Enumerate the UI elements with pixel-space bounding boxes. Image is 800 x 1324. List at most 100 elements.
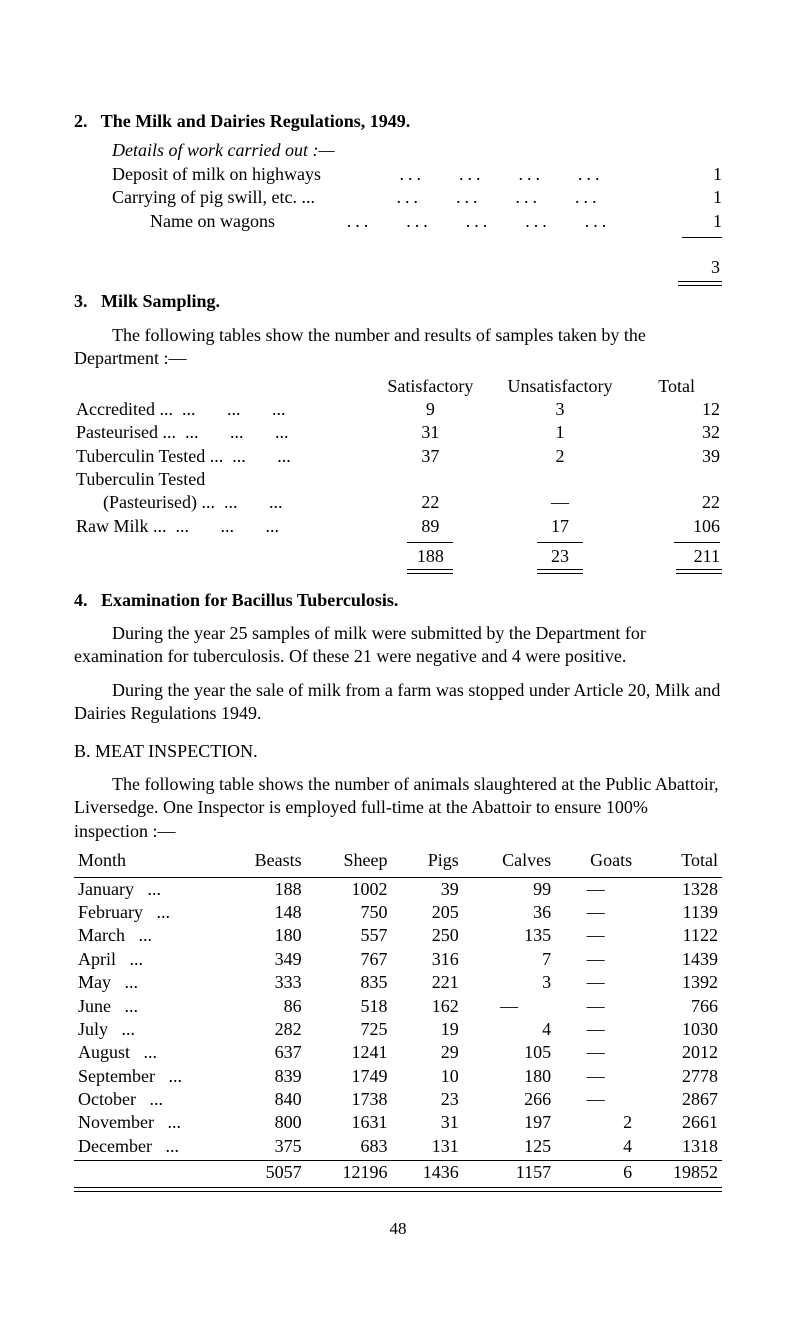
- cell: 3: [489, 398, 632, 421]
- table-row: Raw Milk ...8917106: [74, 515, 722, 538]
- cell: 7: [463, 948, 555, 971]
- cell: 205: [392, 901, 463, 924]
- cell: 2: [489, 445, 632, 468]
- cell: 557: [306, 924, 392, 947]
- total-cell: 6: [555, 1161, 636, 1185]
- cell: 750: [306, 901, 392, 924]
- total-cell: 1436: [392, 1161, 463, 1185]
- double-rule: [678, 281, 722, 286]
- cell: 131: [392, 1135, 463, 1158]
- table-row: March ...180557250135—1122: [74, 924, 722, 947]
- cell: 29: [392, 1041, 463, 1064]
- cell: 106: [631, 515, 722, 538]
- cell: 316: [392, 948, 463, 971]
- section-2-number: 2.: [74, 111, 88, 131]
- col-total: Total: [631, 375, 722, 398]
- cell: 1002: [306, 877, 392, 901]
- work-row: Carrying of pig swill, etc. ... ... ... …: [112, 186, 722, 209]
- details-heading: Details of work carried out :—: [112, 139, 722, 162]
- cell: 800: [217, 1111, 306, 1134]
- cell: 840: [217, 1088, 306, 1111]
- cell: 1749: [306, 1065, 392, 1088]
- total-cell: 5057: [217, 1161, 306, 1185]
- col-calves: Calves: [463, 849, 555, 874]
- cell: 1328: [636, 877, 722, 901]
- cell: —: [555, 1065, 636, 1088]
- cell: 1439: [636, 948, 722, 971]
- table-row: February ...14875020536—1139: [74, 901, 722, 924]
- section-2-title: The Milk and Dairies Regulations, 1949.: [101, 111, 411, 131]
- row-label: (Pasteurised) ...: [74, 491, 372, 514]
- cell: 221: [392, 971, 463, 994]
- cell: 1631: [306, 1111, 392, 1134]
- cell: —: [463, 995, 555, 1018]
- cell: 1318: [636, 1135, 722, 1158]
- cell: 766: [636, 995, 722, 1018]
- section-4-title: Examination for Bacillus Tuberculosis.: [101, 590, 398, 610]
- col-unsatisfactory: Unsatisfactory: [489, 375, 632, 398]
- row-label: Raw Milk ...: [74, 515, 372, 538]
- table-row: June ...86518162——766: [74, 995, 722, 1018]
- table-row: (Pasteurised) ...22—22: [74, 491, 722, 514]
- cell: 19: [392, 1018, 463, 1041]
- cell: 12: [631, 398, 722, 421]
- cell: 282: [217, 1018, 306, 1041]
- cell: 180: [463, 1065, 555, 1088]
- cell: 4: [463, 1018, 555, 1041]
- cell: 1241: [306, 1041, 392, 1064]
- row-label: October ...: [74, 1088, 217, 1111]
- work-value: 1: [682, 163, 722, 186]
- cell: 99: [463, 877, 555, 901]
- total-cell: 12196: [306, 1161, 392, 1185]
- col-pigs: Pigs: [392, 849, 463, 874]
- cell: —: [555, 948, 636, 971]
- cell: 1030: [636, 1018, 722, 1041]
- row-label: December ...: [74, 1135, 217, 1158]
- leader-dots: ... ... ... ...: [315, 186, 682, 209]
- work-label: Name on wagons: [150, 210, 275, 233]
- col-satisfactory: Satisfactory: [372, 375, 489, 398]
- cell: 4: [555, 1135, 636, 1158]
- section-3-intro: The following tables show the number and…: [74, 324, 722, 371]
- table-totals-row: 5057 12196 1436 1157 6 19852: [74, 1161, 722, 1185]
- cell: 2012: [636, 1041, 722, 1064]
- cell: 683: [306, 1135, 392, 1158]
- rule-line: [682, 237, 722, 238]
- section-4-heading: 4. Examination for Bacillus Tuberculosis…: [74, 589, 722, 612]
- table-row: January ...18810023999—1328: [74, 877, 722, 901]
- work-row: Deposit of milk on highways ... ... ... …: [112, 163, 722, 186]
- table-row: August ...637124129105—2012: [74, 1041, 722, 1064]
- cell: 31: [372, 421, 489, 444]
- cell: 31: [392, 1111, 463, 1134]
- work-list: Deposit of milk on highways ... ... ... …: [112, 163, 722, 233]
- work-value: 1: [682, 186, 722, 209]
- cell: —: [555, 877, 636, 901]
- cell: 725: [306, 1018, 392, 1041]
- section-2-total: 3: [74, 256, 722, 279]
- cell: 39: [392, 877, 463, 901]
- sampling-table: Satisfactory Unsatisfactory Total Accred…: [74, 375, 722, 575]
- table-row: Tuberculin Tested ...37239: [74, 445, 722, 468]
- table-row: July ...282725194—1030: [74, 1018, 722, 1041]
- page-number: 48: [74, 1218, 722, 1240]
- cell: 37: [372, 445, 489, 468]
- cell: 162: [392, 995, 463, 1018]
- total-cell: 23: [489, 545, 632, 568]
- table-totals-row: 18823211: [74, 545, 722, 568]
- total-cell: 211: [631, 545, 722, 568]
- cell: 148: [217, 901, 306, 924]
- row-label: Accredited ...: [74, 398, 372, 421]
- cell: 23: [392, 1088, 463, 1111]
- col-goats: Goats: [555, 849, 636, 874]
- cell: 36: [463, 901, 555, 924]
- total-cell: 188: [372, 545, 489, 568]
- section-b-heading: B. MEAT INSPECTION.: [74, 740, 722, 763]
- work-row: Name on wagons ... ... ... ... ... 1: [150, 210, 722, 233]
- cell: 375: [217, 1135, 306, 1158]
- table-row: September ...839174910180—2778: [74, 1065, 722, 1088]
- cell: 250: [392, 924, 463, 947]
- cell: —: [555, 971, 636, 994]
- section-3-heading: 3. Milk Sampling.: [74, 290, 722, 313]
- table-row: Tuberculin Tested: [74, 468, 722, 491]
- table-row: May ...3338352213—1392: [74, 971, 722, 994]
